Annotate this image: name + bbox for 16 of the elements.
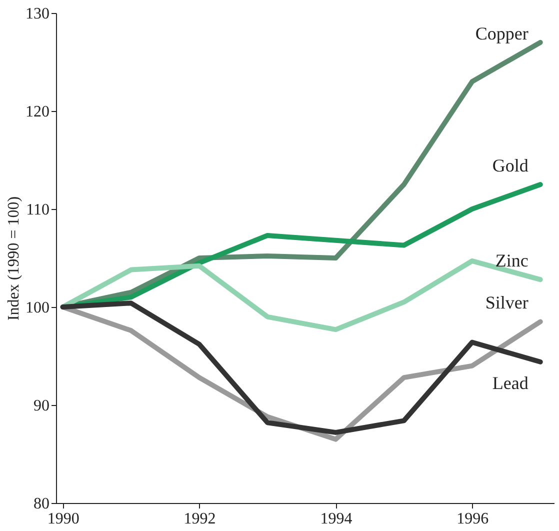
y-tick-label: 100 [26,300,50,316]
series-label: Zinc [495,250,528,271]
y-tick-label: 120 [26,104,50,120]
x-tick-label: 1996 [456,510,489,528]
series-label: Silver [485,292,528,313]
x-tick-label: 1994 [320,510,352,528]
y-tick-label: 80 [34,496,50,512]
y-tick-label: 110 [26,202,50,218]
series-label: Gold [492,156,528,176]
y-tick-label: 90 [34,398,50,414]
series-label: Copper [475,23,528,44]
x-tick-label: 1990 [47,510,80,528]
series-label: Lead [492,372,528,393]
y-axis-title: Index (1990 = 100) [6,196,22,321]
y-tick-label: 130 [26,6,50,22]
x-tick-label: 1992 [184,510,216,528]
